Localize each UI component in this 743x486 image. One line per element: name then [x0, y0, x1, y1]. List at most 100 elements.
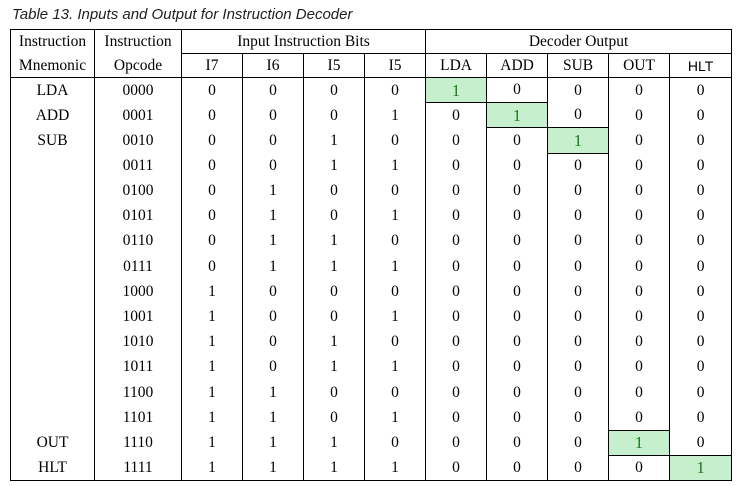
- input-bit-cell: 1: [242, 430, 304, 456]
- output-cell: 0: [669, 304, 733, 330]
- input-bit-cell: 1: [303, 329, 365, 355]
- opcode-cell: 0010: [94, 127, 182, 154]
- output-cell: 0: [425, 404, 488, 431]
- input-bit-cell: 1: [181, 379, 243, 405]
- output-header: HLT: [669, 53, 733, 78]
- output-cell: 0: [486, 228, 549, 254]
- output-cell: 0: [425, 279, 488, 305]
- input-bit-cell: 1: [181, 354, 243, 380]
- output-cell: 0: [669, 430, 733, 456]
- table-row: 0110 0 1 1 0 0 0 0 0 0: [10, 228, 733, 254]
- output-cell: 0: [608, 329, 671, 355]
- input-bit-cell: 0: [181, 153, 243, 179]
- mnemonic-cell: HLT: [10, 455, 95, 482]
- output-header: OUT: [608, 53, 671, 78]
- input-bit-cell: 1: [303, 253, 365, 279]
- output-cell: 0: [669, 178, 733, 204]
- output-cell: 0: [425, 102, 488, 128]
- input-bit-cell: 0: [242, 153, 304, 179]
- output-cell: 0: [486, 76, 549, 103]
- mnemonic-cell: [10, 279, 95, 305]
- input-bit-cell: 0: [242, 102, 304, 128]
- opcode-cell: 1011: [94, 354, 182, 380]
- output-cell: 0: [547, 253, 610, 279]
- bit-header: I5: [303, 53, 365, 78]
- output-cell: 0: [608, 178, 671, 204]
- input-bit-cell: 1: [303, 455, 365, 482]
- output-cell: 0: [547, 404, 610, 431]
- output-cell: 0: [608, 404, 671, 431]
- output-cell: 0: [547, 379, 610, 405]
- input-bit-cell: 1: [363, 404, 427, 431]
- input-bit-cell: 0: [303, 102, 365, 128]
- output-cell: 0: [547, 430, 610, 456]
- opcode-cell: 0101: [94, 203, 182, 229]
- output-cell: 0: [608, 253, 671, 279]
- output-cell: 0: [486, 203, 549, 229]
- mnemonic-cell: [10, 379, 95, 405]
- input-bit-cell: 0: [303, 76, 365, 103]
- input-bit-cell: 1: [242, 404, 304, 431]
- output-cell: 0: [547, 76, 610, 103]
- decoder-output-group-header: Decoder Output: [425, 29, 733, 54]
- table-row: OUT 1110 1 1 1 0 0 0 0 1 0: [10, 429, 733, 456]
- mnemonic-cell: [10, 153, 95, 179]
- input-bit-cell: 0: [181, 253, 243, 279]
- opcode-header-bottom: Opcode: [94, 53, 182, 78]
- input-bit-cell: 1: [181, 455, 243, 482]
- output-cell: 0: [486, 304, 549, 330]
- input-bit-cell: 0: [363, 76, 427, 103]
- output-cell: 0: [608, 455, 671, 482]
- opcode-cell: 1010: [94, 329, 182, 355]
- output-cell: 0: [547, 329, 610, 355]
- input-bit-cell: 1: [242, 253, 304, 279]
- output-cell: 0: [608, 379, 671, 405]
- input-bit-cell: 0: [181, 228, 243, 254]
- mnemonic-cell: [10, 203, 95, 229]
- table-row: 0111 0 1 1 1 0 0 0 0 0: [10, 253, 733, 279]
- table-row: 1101 1 1 0 1 0 0 0 0 0: [10, 404, 733, 431]
- opcode-cell: 0011: [94, 153, 182, 179]
- output-cell: 0: [425, 153, 488, 179]
- output-cell: 0: [669, 329, 733, 355]
- output-cell: 0: [486, 127, 549, 154]
- opcode-cell: 1110: [94, 430, 182, 456]
- active-output-cell: 1: [486, 102, 549, 129]
- table-row: 1001 1 0 0 1 0 0 0 0 0: [10, 304, 733, 330]
- output-cell: 0: [486, 178, 549, 204]
- output-cell: 0: [425, 455, 488, 482]
- mnemonic-header-top: Instruction: [10, 29, 95, 54]
- output-header: ADD: [486, 53, 549, 78]
- opcode-cell: 0001: [94, 102, 182, 128]
- opcode-cell: 1111: [94, 455, 182, 482]
- input-bit-cell: 0: [303, 379, 365, 405]
- output-cell: 0: [547, 304, 610, 330]
- input-bit-cell: 1: [363, 304, 427, 330]
- output-cell: 0: [486, 354, 549, 380]
- input-bit-cell: 1: [242, 178, 304, 204]
- input-bits-group-header: Input Instruction Bits: [180, 29, 427, 54]
- mnemonic-cell: [10, 304, 95, 330]
- input-bit-cell: 0: [303, 178, 365, 204]
- input-bit-cell: 1: [303, 228, 365, 254]
- input-bit-cell: 0: [363, 228, 427, 254]
- mnemonic-cell: [10, 329, 95, 355]
- output-header: LDA: [425, 53, 488, 78]
- input-bit-cell: 1: [363, 253, 427, 279]
- bit-header: I5: [363, 53, 427, 78]
- output-cell: 0: [486, 329, 549, 355]
- output-cell: 0: [608, 102, 671, 128]
- mnemonic-cell: [10, 178, 95, 204]
- table-row: 1100 1 1 0 0 0 0 0 0 0: [10, 379, 733, 405]
- input-bit-cell: 1: [181, 430, 243, 456]
- output-cell: 0: [669, 127, 733, 154]
- output-cell: 0: [547, 203, 610, 229]
- table-row: SUB 0010 0 0 1 0 0 0 1 0 0: [10, 127, 733, 154]
- input-bit-cell: 0: [363, 279, 427, 305]
- output-cell: 0: [669, 379, 733, 405]
- mnemonic-cell: [10, 354, 95, 380]
- input-bit-cell: 1: [363, 203, 427, 229]
- output-cell: 0: [547, 178, 610, 204]
- output-cell: 0: [425, 203, 488, 229]
- output-cell: 0: [547, 102, 610, 128]
